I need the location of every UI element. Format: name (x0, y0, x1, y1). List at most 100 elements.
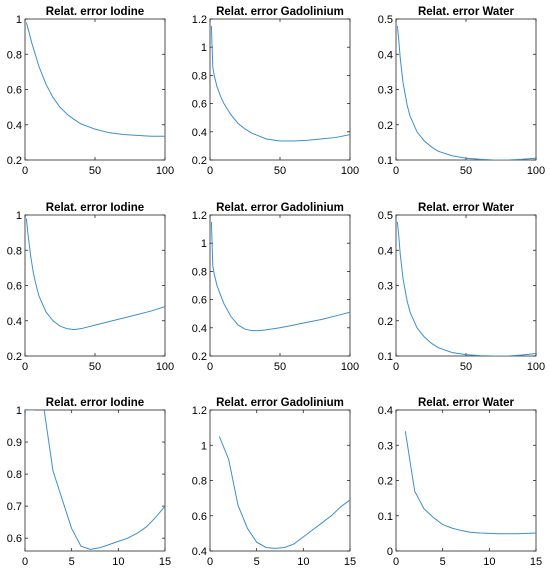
y-tick-label: 0.6 (7, 533, 22, 545)
chart-title: Relat. error Gadolinium (216, 6, 344, 18)
y-tick-label: 0.4 (7, 316, 22, 328)
y-tick-label: 0.4 (7, 120, 22, 132)
y-tick-label: 0.1 (378, 511, 393, 523)
x-tick-label: 100 (527, 361, 545, 373)
y-tick-label: 1 (16, 405, 22, 417)
x-tick-label: 0 (207, 165, 213, 177)
x-tick-label: 10 (483, 556, 495, 568)
y-tick-label: 0.7 (7, 501, 22, 513)
chart-title: Relat. error Iodine (46, 202, 144, 214)
chart-panel-3: Relat. error Water 0.1 0.2 0.3 0.4 0.5 0 50 100 (378, 6, 545, 177)
x-tick-label: 5 (440, 556, 446, 568)
chart-panel-9: Relat. error Water 0 0.1 0.2 0.3 0.4 0 5 10 15 (378, 397, 542, 568)
x-tick-label: 15 (159, 556, 171, 568)
y-tick-label: 0.1 (378, 155, 393, 167)
chart-panel-5: Relat. error Gadolinium 0.2 0.4 0.6 0.8 1 1.2 0… (192, 202, 359, 373)
chart-panel-1: Relat. error Iodine 0.2 0.4 0.6 0.8 1 0 50 100 (7, 6, 174, 177)
x-tick-label: 50 (274, 165, 286, 177)
x-tick-label: 0 (393, 556, 399, 568)
y-tick-label: 0.8 (192, 70, 207, 82)
y-tick-label: 0.8 (7, 245, 22, 257)
y-tick-label: 1 (201, 440, 207, 452)
series-line (210, 222, 350, 332)
y-tick-label: 1 (201, 42, 207, 54)
chart-title: Relat. error Iodine (46, 6, 144, 18)
y-tick-label: 0.4 (192, 546, 207, 558)
y-tick-label: 0.3 (378, 440, 393, 452)
y-tick-label: 0.4 (378, 405, 393, 417)
chart-title: Relat. error Water (418, 6, 515, 18)
axes-box (24, 18, 166, 161)
y-tick-label: 1.2 (192, 405, 207, 417)
x-tick-label: 50 (89, 361, 101, 373)
y-tick-label: 0.3 (378, 85, 393, 97)
y-tick-label: 0.8 (7, 469, 22, 481)
series-line (25, 218, 165, 331)
x-tick-label: 100 (341, 361, 359, 373)
y-tick-label: 0.2 (7, 155, 22, 167)
series-line (25, 410, 165, 550)
y-tick-label: 0.2 (192, 155, 207, 167)
x-tick-label: 0 (22, 361, 28, 373)
chart-title: Relat. error Water (418, 397, 515, 409)
y-tick-label: 1.2 (192, 210, 207, 222)
y-tick-label: 0.5 (378, 210, 393, 222)
x-tick-label: 50 (274, 361, 286, 373)
x-tick-label: 100 (156, 361, 174, 373)
y-tick-label: 0.6 (192, 99, 207, 111)
x-tick-label: 5 (69, 556, 75, 568)
x-tick-label: 100 (527, 165, 545, 177)
y-tick-label: 0.3 (378, 281, 393, 293)
chart-panel-6: Relat. error Water 0.1 0.2 0.3 0.4 0.5 0 50 100 (378, 202, 545, 373)
x-tick-label: 0 (207, 361, 213, 373)
y-tick-label: 0.8 (192, 476, 207, 488)
x-tick-label: 100 (156, 165, 174, 177)
y-tick-label: 0.2 (378, 476, 393, 488)
x-tick-label: 100 (341, 165, 359, 177)
chart-title: Relat. error Gadolinium (216, 202, 344, 214)
y-tick-label: 0.4 (192, 127, 207, 139)
axes-box (209, 409, 351, 552)
x-tick-label: 5 (254, 556, 260, 568)
x-tick-label: 10 (297, 556, 309, 568)
y-tick-label: 1 (16, 210, 22, 222)
axes-box (395, 409, 537, 552)
y-tick-label: 0.1 (378, 351, 393, 363)
x-tick-label: 10 (112, 556, 124, 568)
axes-box (209, 18, 351, 161)
y-tick-label: 0.8 (7, 49, 22, 61)
axes-box (24, 214, 166, 357)
series-line (396, 26, 536, 160)
y-tick-label: 0.6 (7, 281, 22, 293)
y-tick-label: 0.4 (378, 245, 393, 257)
x-tick-label: 15 (344, 556, 356, 568)
series-line (25, 22, 165, 137)
y-tick-label: 0.2 (378, 120, 393, 132)
axes-box (24, 409, 166, 552)
y-tick-label: 0.5 (378, 14, 393, 26)
y-tick-label: 1 (201, 238, 207, 250)
y-tick-label: 0 (387, 546, 393, 558)
y-tick-label: 1.2 (192, 14, 207, 26)
x-tick-label: 50 (89, 165, 101, 177)
chart-panel-8: Relat. error Gadolinium 0.4 0.6 0.8 1 1.2 0 5 10… (192, 397, 356, 568)
y-tick-label: 0.6 (7, 85, 22, 97)
y-tick-label: 0.8 (192, 266, 207, 278)
y-tick-label: 0.2 (192, 351, 207, 363)
y-tick-label: 0.6 (192, 295, 207, 307)
y-tick-label: 0.2 (7, 351, 22, 363)
x-tick-label: 0 (207, 556, 213, 568)
y-tick-label: 0.4 (192, 323, 207, 335)
x-tick-label: 15 (530, 556, 542, 568)
y-tick-label: 0.2 (378, 316, 393, 328)
series-line (210, 26, 350, 142)
chart-title: Relat. error Iodine (46, 397, 144, 409)
chart-title: Relat. error Gadolinium (216, 397, 344, 409)
series-line (404, 431, 536, 535)
chart-panel-2: Relat. error Gadolinium 0.2 0.4 0.6 0.8 1 1.2 0… (192, 6, 359, 177)
x-tick-label: 0 (393, 361, 399, 373)
chart-title: Relat. error Water (418, 202, 515, 214)
x-tick-label: 50 (460, 361, 472, 373)
